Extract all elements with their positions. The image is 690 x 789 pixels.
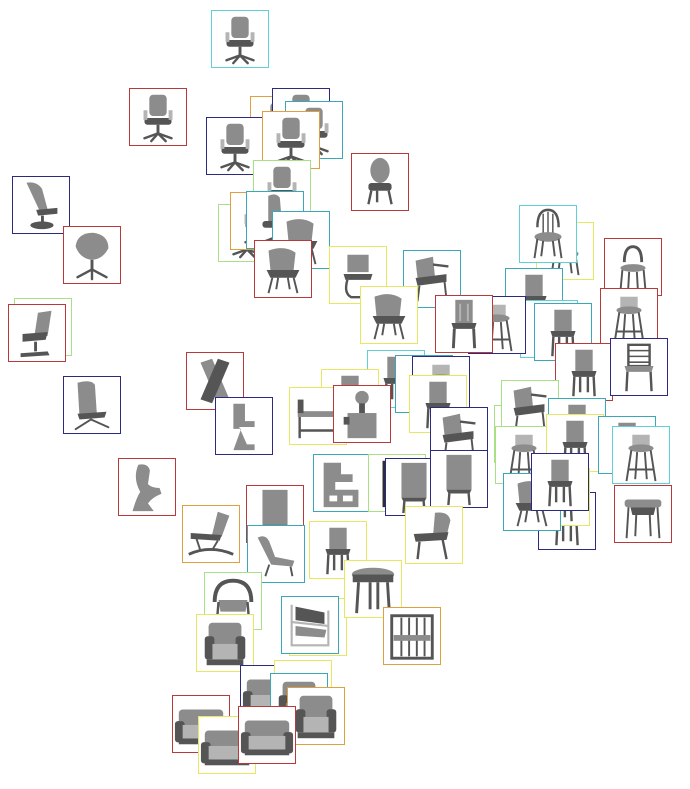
- chair-tile: [614, 485, 672, 543]
- chair-tile: [610, 338, 668, 396]
- chair-tile: [182, 505, 240, 563]
- chair-tile: [129, 88, 187, 146]
- chair-thumbnail: [624, 499, 662, 539]
- chair-tile: [383, 607, 441, 665]
- chair-thumbnail: [20, 310, 52, 358]
- chair-thumbnail: [451, 299, 477, 349]
- chair-tile: [281, 596, 339, 654]
- chair-thumbnail: [446, 454, 472, 506]
- chair-thumbnail: [204, 622, 246, 666]
- chair-tile: [333, 385, 391, 443]
- chair-tile: [435, 295, 493, 353]
- chair-tile: [12, 176, 70, 234]
- chair-thumbnail: [367, 157, 393, 205]
- chair-tile: [254, 240, 312, 298]
- chair-thumbnail: [442, 413, 476, 459]
- chair-tile: [63, 376, 121, 434]
- chair-tile: [238, 706, 296, 764]
- chair-thumbnail: [240, 720, 294, 756]
- chair-tile: [63, 226, 121, 284]
- chair-thumbnail: [325, 527, 351, 575]
- chair-tile: [600, 288, 658, 346]
- chair-thumbnail: [372, 294, 406, 340]
- chair-tile: [309, 521, 367, 579]
- chair-thumbnail: [351, 567, 395, 614]
- chair-tile: [196, 614, 254, 672]
- chair-thumbnail: [571, 349, 597, 397]
- chair-thumbnail: [624, 343, 654, 392]
- chair-thumbnail: [343, 254, 373, 299]
- chair-thumbnail: [625, 434, 657, 482]
- chair-tile: [313, 454, 371, 512]
- chair-thumbnail: [257, 536, 295, 577]
- chair-thumbnail: [390, 614, 434, 660]
- chair-tile: [519, 205, 577, 263]
- chair-thumbnail: [220, 123, 250, 172]
- chair-thumbnail: [26, 182, 58, 230]
- chair-thumbnail: [508, 434, 540, 482]
- chair-tile: [405, 506, 463, 564]
- chair-thumbnail: [547, 459, 573, 507]
- chair-tile: [215, 397, 273, 455]
- chair-tile: [118, 458, 176, 516]
- chair-thumbnail: [343, 390, 377, 439]
- chair-thumbnail: [188, 511, 234, 556]
- chair-thumbnail: [143, 94, 173, 143]
- chair-thumbnail: [74, 381, 110, 431]
- chair-thumbnail: [200, 358, 230, 404]
- chair-thumbnail: [613, 296, 645, 344]
- chair-tile: [612, 426, 670, 484]
- chair-thumbnail: [233, 403, 255, 451]
- chair-tile: [8, 304, 66, 362]
- chair-thumbnail: [323, 462, 359, 508]
- chair-thumbnail: [513, 386, 547, 432]
- chair-tile: [329, 246, 387, 304]
- chair-thumbnail: [266, 248, 300, 294]
- chair-tile: [430, 450, 488, 508]
- chair-thumbnail: [225, 16, 255, 65]
- chair-tile: [531, 453, 589, 511]
- chair-thumbnail: [290, 604, 330, 647]
- chair-thumbnail: [295, 695, 337, 739]
- chair-thumbnail: [619, 245, 647, 292]
- chair-thumbnail: [413, 512, 451, 560]
- chair-tile: [604, 238, 662, 296]
- chair-tile: [351, 153, 409, 211]
- chair-tile: [211, 10, 269, 68]
- chair-thumbnail: [533, 208, 563, 259]
- chair-tile: [360, 286, 418, 344]
- chair-tile: [555, 343, 613, 401]
- chair-thumbnail: [75, 232, 109, 281]
- chair-thumbnail: [132, 464, 162, 512]
